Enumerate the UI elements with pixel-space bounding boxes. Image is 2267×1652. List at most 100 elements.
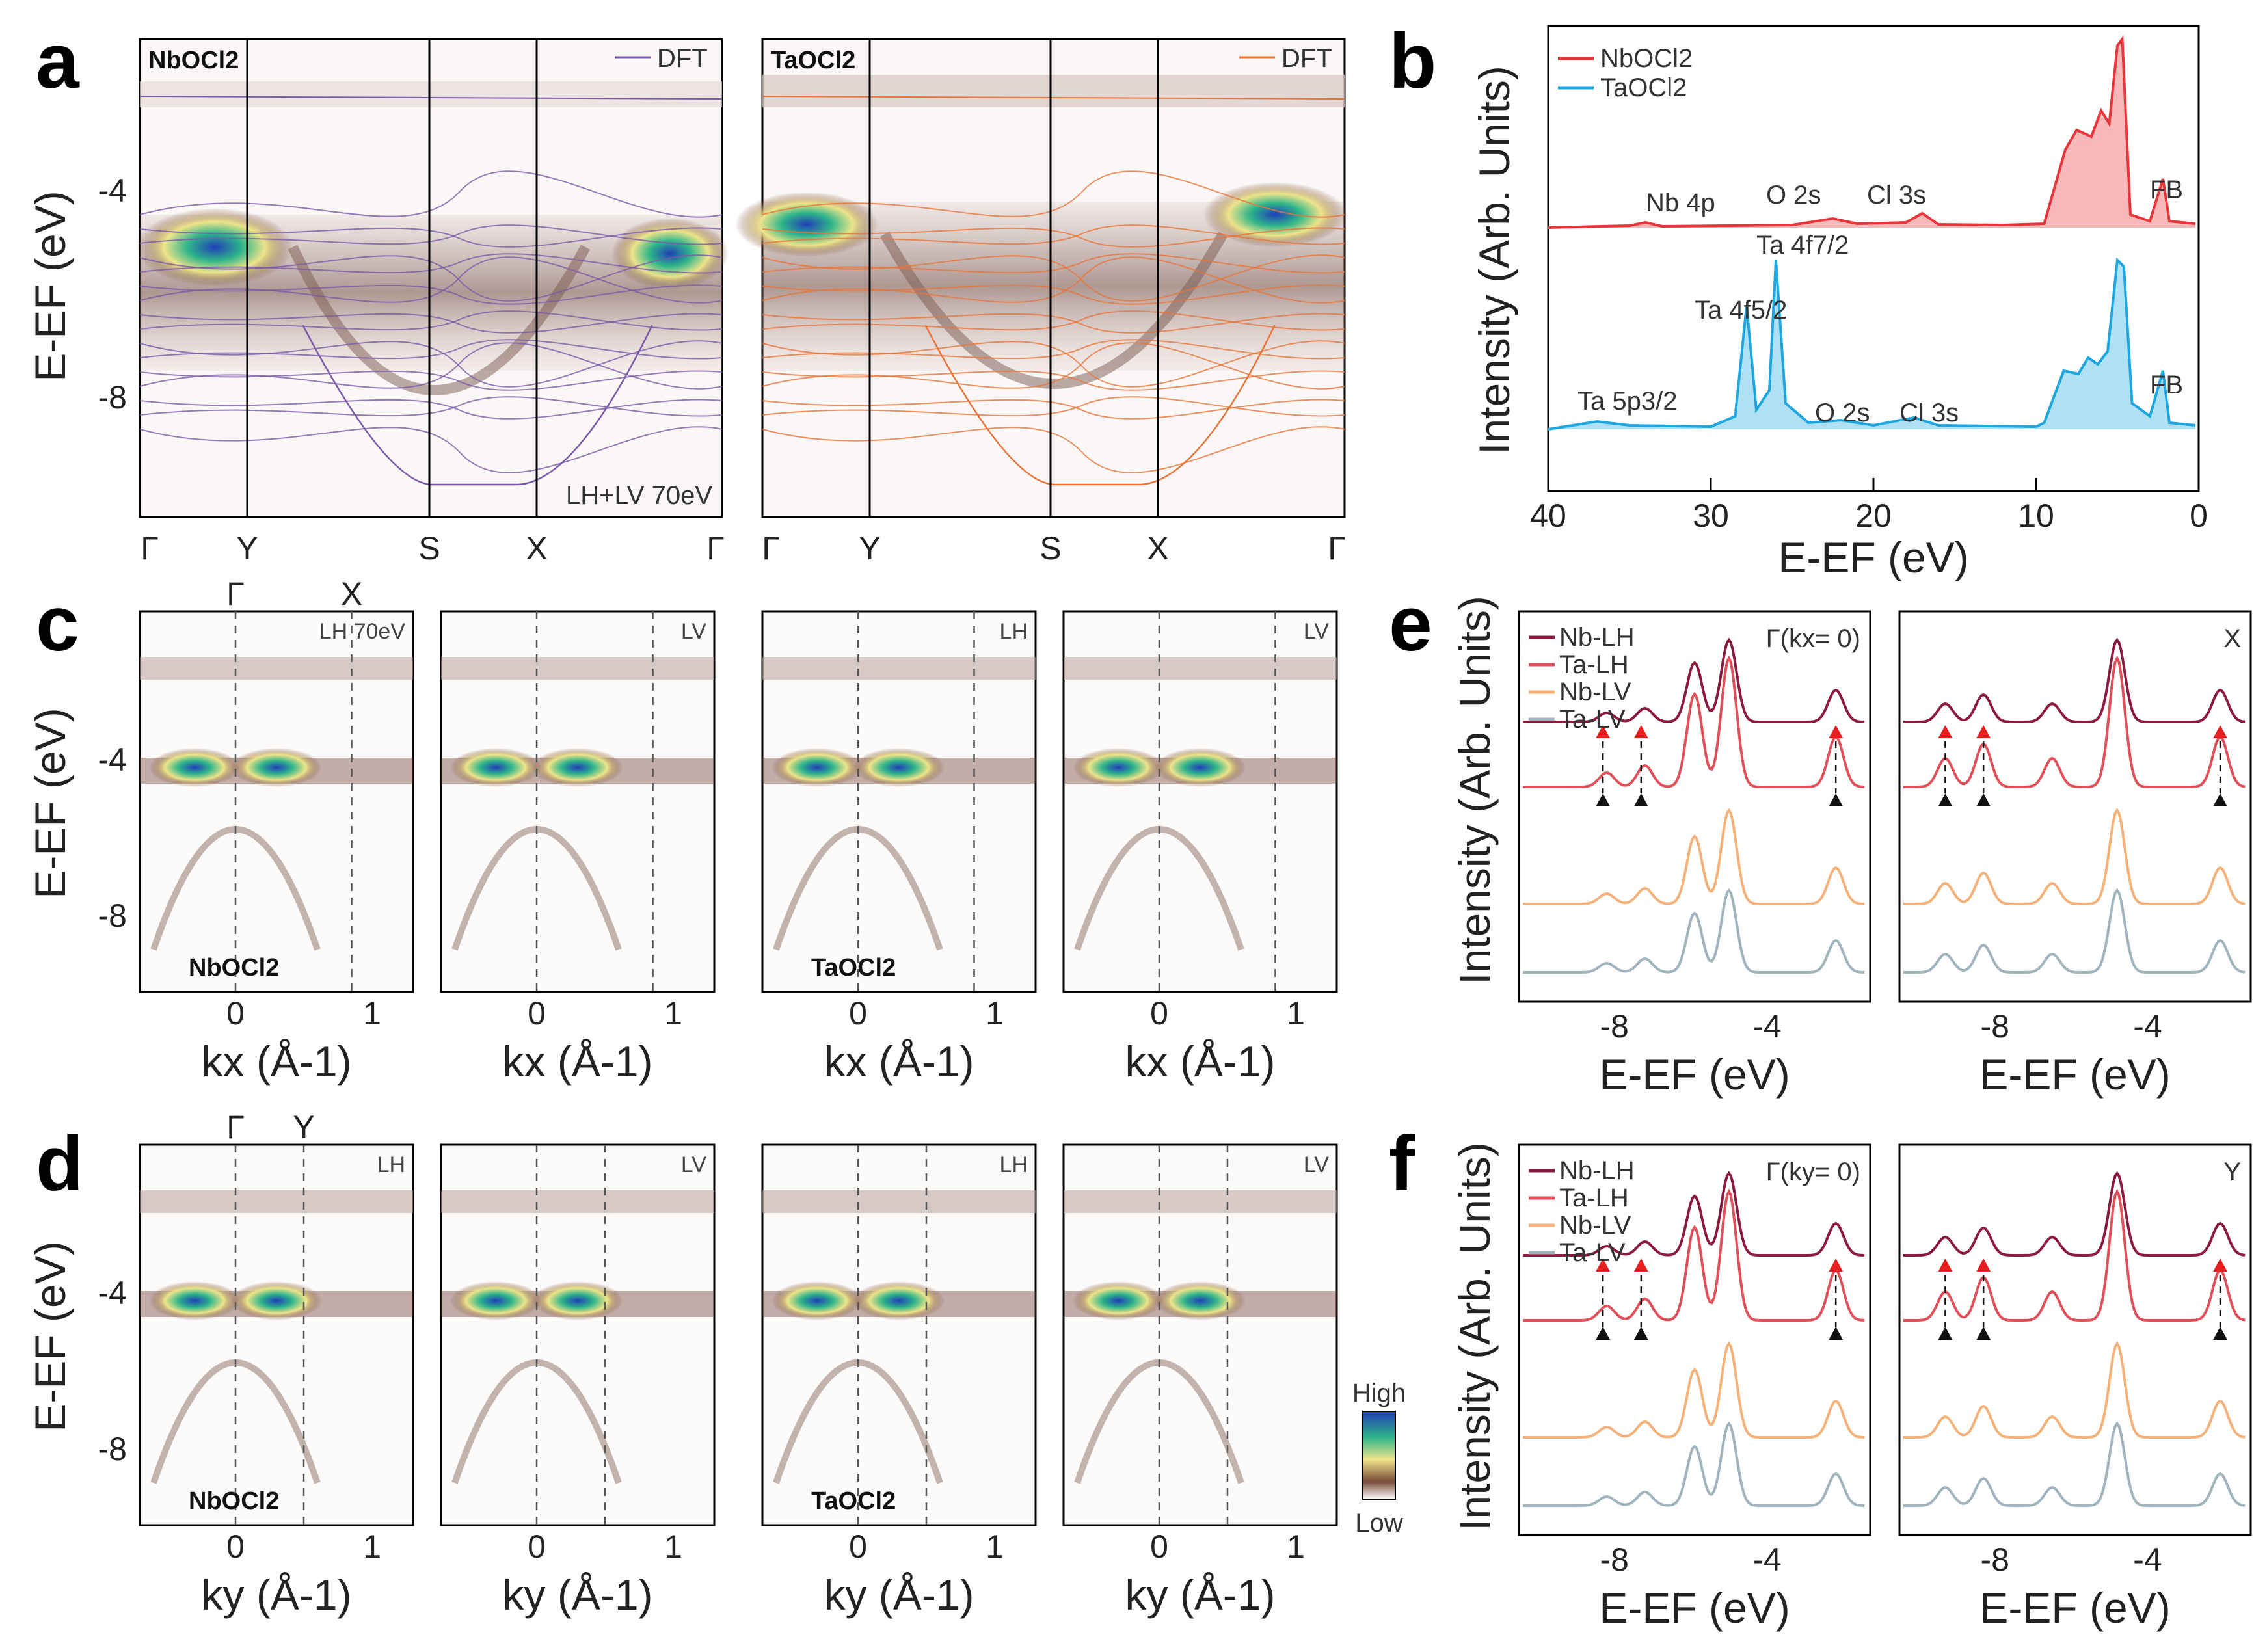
label-cl3s-nb: Cl 3s (1867, 181, 1926, 209)
dft-band-15 (139, 426, 723, 473)
map-xtick: 0 (849, 995, 867, 1032)
maps-c-subpanel-0: 0 1 kx (Å-1) LH 70eV NbOCl2 (139, 610, 414, 1086)
edc-subpanel-title: Y (2223, 1158, 2241, 1186)
map-flat-band (140, 657, 413, 680)
edc-legend-Nb-LH: Nb-LH (1559, 1156, 1635, 1185)
map-xtick: 1 (664, 1528, 682, 1565)
edc-frame (1898, 610, 2252, 1003)
map-xtick: 1 (363, 995, 381, 1032)
map-hotspot-right (532, 748, 623, 787)
map-hotspot-right (532, 1281, 623, 1320)
edc-xtick: -4 (1752, 1008, 1781, 1045)
dft-band-6 (762, 256, 1345, 304)
label-o2s-ta: O 2s (1815, 399, 1870, 427)
map-hotspot-right (853, 748, 945, 787)
panel-e-ylabel: Intensity (Arb. Units) (1451, 596, 1499, 985)
map-xtick: 0 (226, 1528, 245, 1565)
map-material: TaOCl2 (811, 1487, 896, 1515)
kpath-label-0-2: S (418, 530, 440, 566)
map-hotspot-left (450, 1281, 541, 1320)
edc-marker-black (1938, 793, 1953, 806)
dft-band-deep (924, 325, 1276, 486)
edc-marker-black (1938, 1327, 1953, 1340)
kpath-label-0-4: Γ (706, 530, 725, 566)
edc-curve-Nb-LV (1903, 808, 2246, 905)
panel-f: Intensity (Arb. Units) -8 -4 E-EF (eV) Γ(ky… (1451, 1142, 2252, 1632)
map-xtick: 1 (363, 1528, 381, 1565)
kpath-label-1-2: S (1040, 530, 1061, 566)
edc-subpanel-title: Γ(ky= 0) (1766, 1158, 1860, 1186)
panel-c: E-EF (eV) 0 1 kx (Å-1) LH 70eV NbOCl2 0 1 kx (Å… (26, 576, 1338, 1086)
map-material: NbOCl2 (189, 954, 279, 981)
map-polarization: LV (681, 1152, 706, 1177)
panel-e: Intensity (Arb. Units) -8 -4 E-EF (eV) Γ(kx… (1451, 596, 2252, 1099)
edc-xlabel: E-EF (eV) (1599, 1584, 1790, 1632)
map-top-label-0: Γ (226, 576, 245, 612)
map-hotspot-left (149, 1281, 240, 1320)
map-xlabel: ky (Å-1) (824, 1571, 974, 1619)
edc-f-subpanel-1: -8 -4 E-EF (eV) Y (1898, 1143, 2252, 1632)
panel-a-ta-dft: DFT (1281, 44, 1332, 73)
edc-legend-Nb-LH: Nb-LH (1559, 623, 1635, 652)
edc-marker-black (2213, 793, 2228, 806)
panel-b: Intensity (Arb. Units) NbOCl2 TaOCl2 Nb … (1470, 25, 2208, 581)
edc-marker-black (1829, 1327, 1844, 1340)
map-hotspot-right (1155, 1281, 1246, 1320)
edc-curve-Nb-LH (1522, 637, 1865, 723)
dft-band-6 (139, 256, 723, 304)
edc-frame (1518, 1143, 1871, 1536)
colorbar-low: Low (1355, 1509, 1402, 1538)
dft-bands-taocl2 (762, 96, 1345, 486)
edc-curve-Ta-LH (1522, 1188, 1865, 1322)
ta-curve (1548, 257, 2196, 431)
edc-curve-Ta-LH (1522, 655, 1865, 788)
edc-marker-red (1633, 725, 1648, 738)
map-xtick: 1 (986, 995, 1004, 1032)
dft-band-14 (762, 396, 1345, 417)
map-flat-band (441, 657, 714, 680)
dft-band-4 (139, 253, 723, 274)
map-xtick: 0 (528, 995, 546, 1032)
map-xlabel: kx (Å-1) (1125, 1037, 1276, 1086)
edc-marker-red (2213, 725, 2228, 738)
edc-marker-red (1633, 1259, 1648, 1272)
nb-curve (1548, 35, 2196, 229)
dft-band-1 (762, 227, 1345, 248)
kpath-label-0-3: X (526, 530, 547, 566)
map-hotspot-right (853, 1281, 945, 1320)
edc-marker-red (1596, 1259, 1611, 1272)
edc-xlabel: E-EF (eV) (1599, 1050, 1790, 1099)
panel-a-ta-title: TaOCl2 (771, 47, 855, 74)
map-xlabel: kx (Å-1) (824, 1037, 974, 1086)
label-nb4p: Nb 4p (1646, 189, 1715, 217)
map-hotspot-left (1073, 1281, 1164, 1320)
edc-marker-red (1976, 725, 1991, 738)
map-ytick: -4 (98, 1275, 127, 1311)
edc-marker-red (1829, 1259, 1844, 1272)
map-xlabel: kx (Å-1) (503, 1037, 653, 1086)
map-polarization: LV (1304, 619, 1329, 644)
edc-marker-black (1976, 793, 1991, 806)
panel-a-nb-dft: DFT (657, 44, 708, 73)
b-tick-label: 0 (2190, 498, 2208, 534)
kpath-label-1-1: Y (859, 530, 880, 566)
map-polarization: LH (1000, 619, 1028, 644)
map-hotspot-left (771, 1281, 863, 1320)
map-flat-band (762, 657, 1036, 680)
panel-b-legend-nb: NbOCl2 (1600, 44, 1693, 73)
map-xtick: 0 (849, 1528, 867, 1565)
edc-curve-Ta-LV (1522, 888, 1865, 974)
dft-band-7 (139, 313, 723, 334)
edc-xtick: -8 (1600, 1541, 1629, 1578)
dft-band-10 (762, 339, 1345, 360)
label-fb-ta: FB (2150, 371, 2183, 399)
edc-xtick: -4 (2133, 1008, 2162, 1045)
map-material: TaOCl2 (811, 954, 896, 981)
colorbar-high: High (1352, 1379, 1406, 1407)
kpath-label-1-3: X (1147, 530, 1168, 566)
maps-c-subpanel-2: 0 1 kx (Å-1) LH TaOCl2 (761, 610, 1037, 1086)
edc-legend-Ta-LH: Ta-LH (1559, 1184, 1629, 1212)
edc-xtick: -8 (1600, 1008, 1629, 1045)
map-polarization: LV (1304, 1152, 1329, 1177)
dft-band-2 (139, 224, 723, 245)
